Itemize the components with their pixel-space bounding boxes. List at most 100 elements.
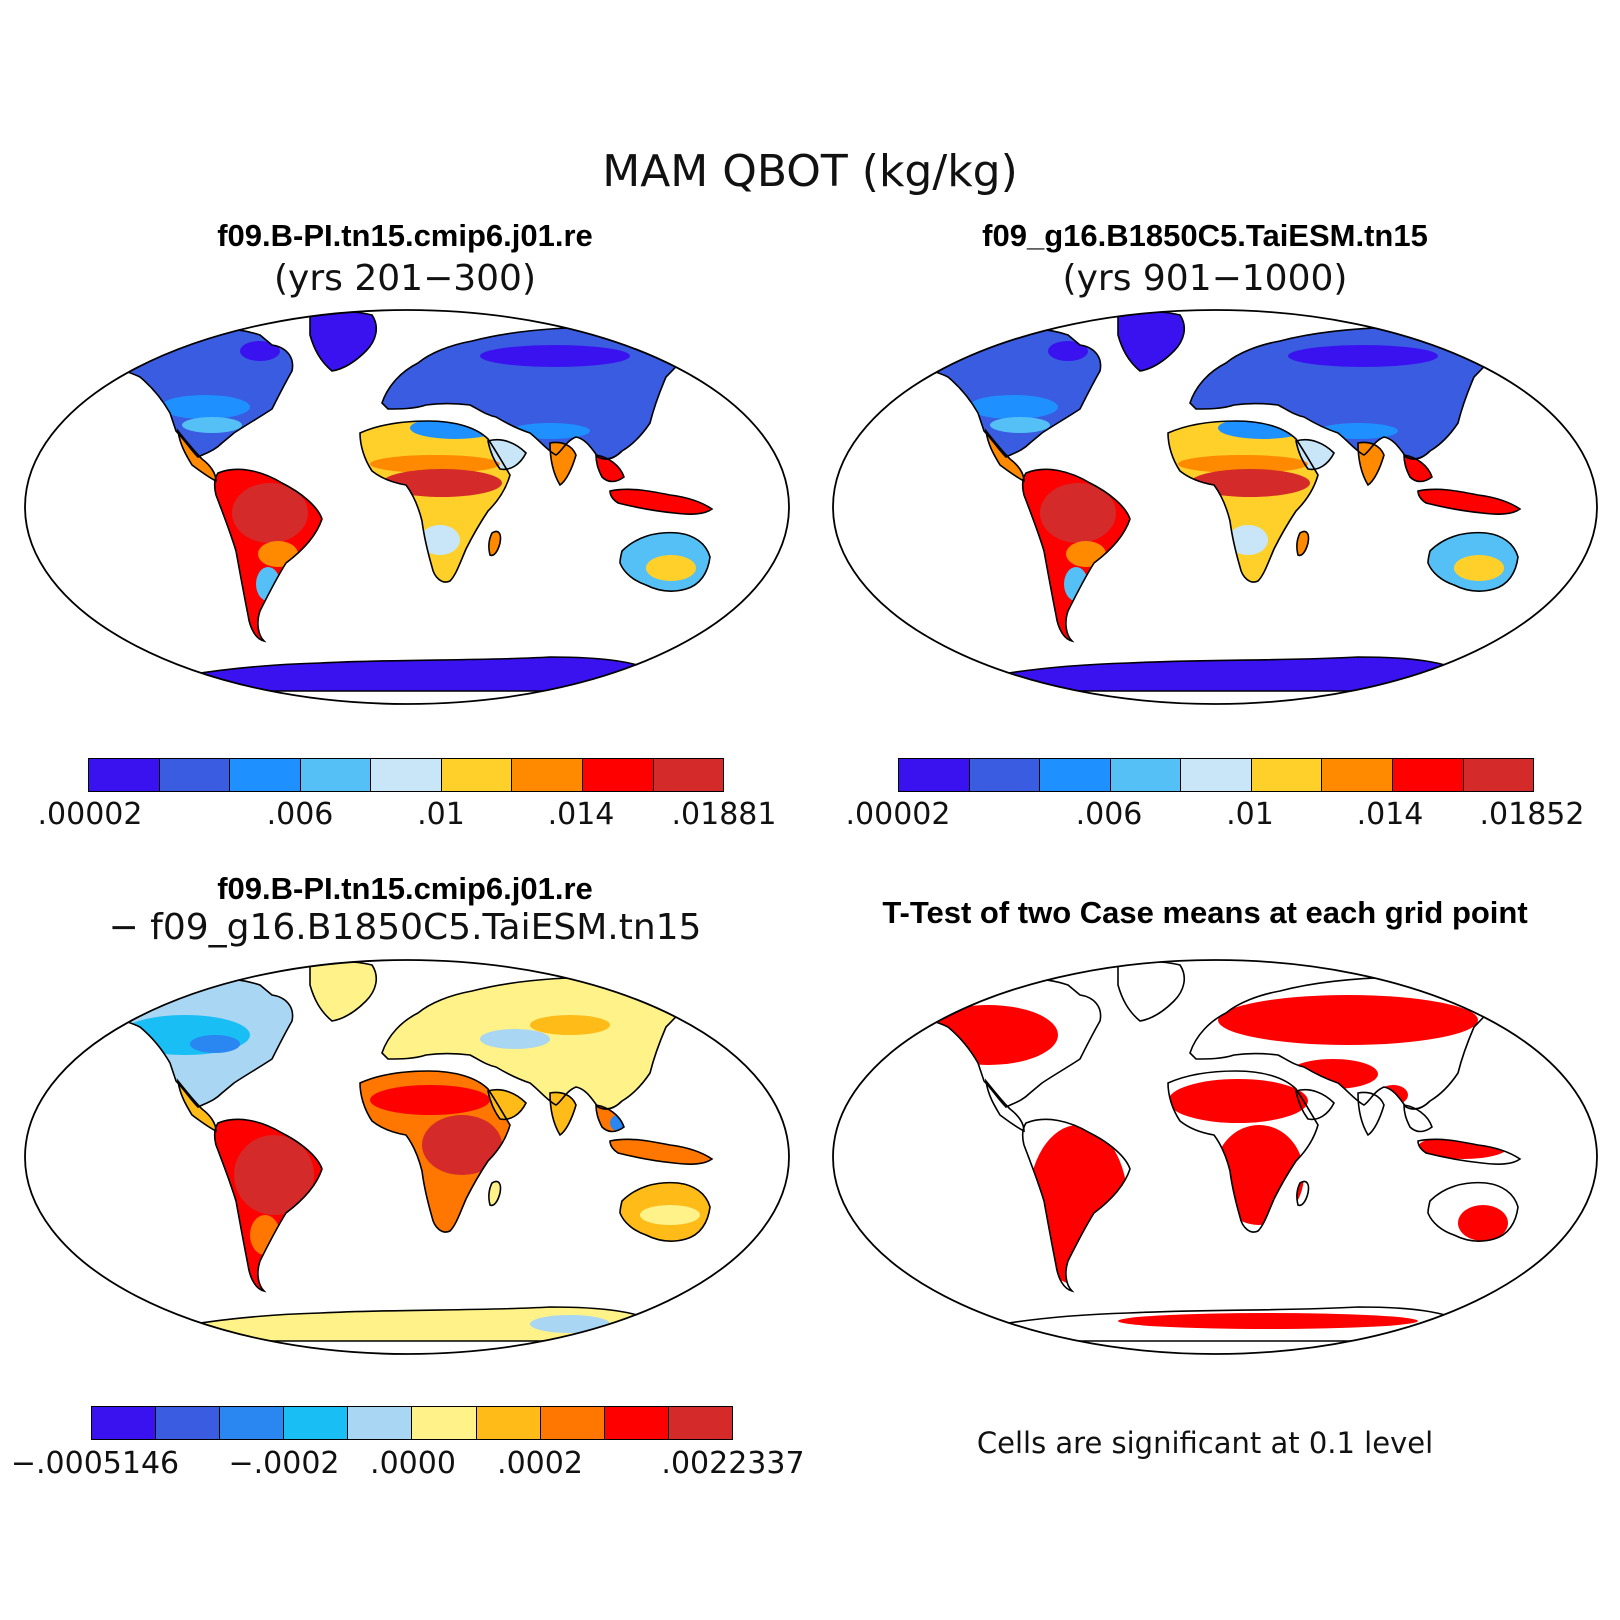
field-patch — [370, 455, 500, 473]
field-patch — [1418, 1135, 1508, 1159]
coastline — [1417, 1138, 1522, 1165]
case2-colorbar-swatch-4 — [1110, 759, 1182, 791]
diff-colorbar-label-2: −.0002 — [228, 1446, 340, 1481]
case1-colorbar-swatch-7 — [512, 759, 583, 791]
field-patch — [1048, 341, 1088, 361]
coastline — [487, 1088, 527, 1121]
coastline — [1357, 1091, 1385, 1137]
case2-colorbar-swatch-6 — [1251, 759, 1323, 791]
coastline — [1427, 531, 1519, 592]
case2-colorbar-swatch-8 — [1392, 759, 1464, 791]
field-patch — [258, 541, 298, 567]
field-patch — [990, 417, 1050, 433]
land-seasia — [1404, 455, 1432, 482]
land-antarctica — [120, 657, 660, 692]
case1-colorbar-label-4: .014 — [547, 797, 615, 832]
field-patch — [968, 1317, 1008, 1327]
coastline — [176, 1078, 217, 1133]
land-africa — [360, 421, 510, 583]
case2-colorbar-swatch-9 — [1463, 759, 1534, 791]
land-india — [1358, 1092, 1384, 1135]
coastline — [1295, 1088, 1335, 1121]
case2-colorbar-swatch-3 — [1040, 759, 1111, 791]
case1-colorbar-swatch-9 — [653, 759, 724, 791]
case1-colorbar-label-5: .01881 — [671, 797, 777, 832]
coastline — [359, 1070, 511, 1233]
coastline — [619, 531, 711, 592]
case2-years: (yrs 901−1000) — [1062, 258, 1348, 299]
field-patch — [1066, 541, 1106, 567]
coastline — [619, 1181, 711, 1242]
land-antarctica — [120, 1307, 660, 1342]
diff-colorbar-swatch-7 — [476, 1407, 541, 1439]
coastline — [488, 1180, 502, 1207]
land-india — [550, 1092, 576, 1135]
coastline — [488, 530, 502, 557]
diff-colorbar-label-1: −.0005146 — [10, 1446, 180, 1481]
difference-colorbar — [91, 1406, 733, 1440]
land-india — [1358, 442, 1384, 485]
case2-map — [832, 309, 1598, 705]
land-arabia — [488, 1089, 526, 1120]
case2-colorbar-label-1: .00002 — [845, 797, 951, 832]
diff-colorbar-swatch-1 — [92, 1407, 157, 1439]
case2-colorbar-swatch-7 — [1322, 759, 1393, 791]
coastline — [1189, 976, 1499, 1110]
coastline — [1357, 441, 1385, 487]
case1-colorbar-swatch-2 — [159, 759, 231, 791]
diff-colorbar-swatch-6 — [412, 1407, 477, 1439]
map-outline — [832, 309, 1598, 705]
case2-colorbar-swatch-2 — [969, 759, 1041, 791]
case1-colorbar-swatch-3 — [230, 759, 301, 791]
coastline — [1021, 1118, 1131, 1293]
diff-colorbar-swatch-8 — [540, 1407, 605, 1439]
coastline — [213, 468, 323, 643]
map-outline — [832, 959, 1598, 1355]
map-outline — [24, 309, 790, 705]
field-patch — [1288, 345, 1438, 367]
coastline — [1189, 326, 1499, 460]
diff-colorbar-swatch-10 — [668, 1407, 732, 1439]
case2-colorbar-swatch-5 — [1181, 759, 1252, 791]
land-greenland — [310, 311, 377, 371]
coastline — [381, 976, 691, 1110]
coastline — [549, 1091, 577, 1137]
field-patch — [250, 1215, 280, 1255]
diff-colorbar-swatch-5 — [348, 1407, 413, 1439]
field-patch — [918, 1005, 1058, 1065]
coastline — [1021, 468, 1131, 643]
field-patch — [1214, 1125, 1304, 1225]
field-patch — [160, 395, 250, 419]
land-india — [550, 442, 576, 485]
figure-title: MAM QBOT (kg/kg) — [602, 146, 1018, 197]
field-patch — [1168, 1079, 1308, 1123]
land-indonesia — [610, 489, 712, 515]
coastline — [1417, 488, 1522, 515]
field-patch — [234, 1135, 314, 1215]
significance-note: Cells are significant at 0.1 level — [976, 1426, 1434, 1460]
coastline — [549, 441, 577, 487]
case2-colorbar-label-5: .01852 — [1479, 797, 1585, 832]
difference-map — [24, 959, 790, 1355]
ttest-map — [832, 959, 1598, 1355]
field-patch — [1228, 525, 1268, 555]
field-patch — [232, 483, 308, 543]
diff-colorbar-swatch-4 — [284, 1407, 349, 1439]
field-patch — [422, 1115, 502, 1175]
case1-colorbar-label-1: .00002 — [37, 797, 143, 832]
land-seasia — [1404, 1105, 1432, 1132]
coastline — [595, 1104, 625, 1133]
field-patch — [1288, 1059, 1378, 1089]
land-indonesia — [1418, 489, 1520, 515]
coastline — [984, 1078, 1025, 1133]
case1-colorbar — [88, 758, 724, 792]
field-patch — [480, 345, 630, 367]
coastline — [609, 1138, 714, 1165]
diff-colorbar-label-4: .0002 — [497, 1446, 583, 1481]
diff-colorbar-label-3: .0000 — [370, 1446, 456, 1481]
land-africa — [1168, 421, 1318, 583]
diff-colorbar-swatch-2 — [156, 1407, 221, 1439]
coastline — [1296, 530, 1310, 557]
coastline — [984, 428, 1025, 483]
coastline — [176, 428, 217, 483]
